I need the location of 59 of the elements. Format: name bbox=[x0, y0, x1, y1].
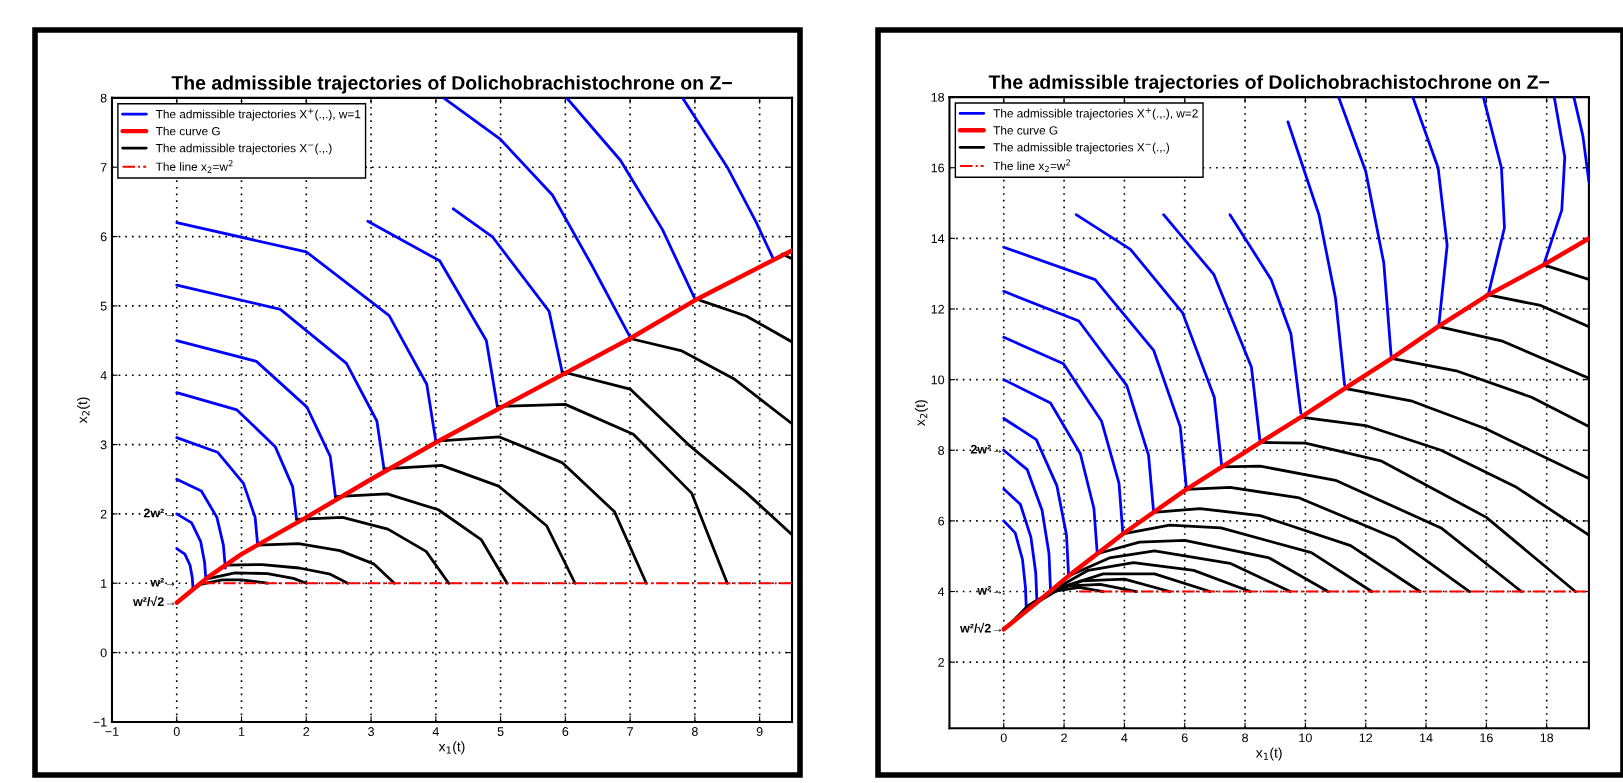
y-tick-label: 2 bbox=[938, 657, 944, 667]
x-tick-label: 4 bbox=[1121, 733, 1128, 743]
y-axis-title: x$_{2}$(t) bbox=[914, 400, 928, 426]
x-tick-label: 9 bbox=[756, 727, 763, 736]
legend-label: The curve G bbox=[155, 126, 220, 136]
y-tick-label: 0 bbox=[100, 648, 107, 658]
legend-label: The line x$_{2}$=w$^{2}$ bbox=[993, 159, 1070, 172]
annotation: 2w²→ bbox=[970, 444, 1002, 454]
legend-label: The admissible trajectories X$^{+}$(.,.), w=2 bbox=[993, 107, 1198, 120]
legend-label: The admissible trajectories X$^{−}$(.,.) bbox=[993, 142, 1170, 154]
x-tick-label: 8 bbox=[1242, 733, 1248, 743]
y-tick-label: 8 bbox=[938, 446, 945, 455]
y-tick-label: 4 bbox=[937, 587, 945, 597]
x-tick-label: 0 bbox=[1000, 733, 1007, 743]
y-axis-title: x$_{2}$(t) bbox=[77, 397, 90, 424]
y-tick-label: 16 bbox=[931, 163, 945, 173]
y-tick-label: −1 bbox=[93, 717, 107, 727]
x-tick-label: 8 bbox=[691, 727, 698, 736]
x-axis-title: x$_{1}$(t) bbox=[438, 741, 465, 755]
y-tick-label: 12 bbox=[931, 304, 944, 314]
x-tick-label: 4 bbox=[432, 727, 439, 736]
x-tick-label: 18 bbox=[1540, 733, 1554, 743]
x-tick-label: 6 bbox=[562, 727, 569, 736]
annotation: w²/√2→ bbox=[960, 622, 1002, 633]
legend-label: The line x$_{2}$=w$^{2}$ bbox=[155, 160, 233, 173]
x-tick-label: 14 bbox=[1420, 733, 1433, 743]
y-tick-label: 1 bbox=[101, 579, 107, 588]
x-tick-label: 16 bbox=[1480, 733, 1493, 743]
x-tick-label: 3 bbox=[368, 727, 374, 736]
x-tick-label: 0 bbox=[173, 727, 180, 736]
y-tick-label: 8 bbox=[100, 93, 107, 103]
x-tick-label: 7 bbox=[627, 727, 633, 736]
legend-label: The admissible trajectories X$^{+}$(.,.), w=1 bbox=[155, 108, 361, 121]
legend-label: The curve G bbox=[993, 125, 1058, 135]
x-tick-label: 2 bbox=[1061, 733, 1067, 743]
y-tick-label: 6 bbox=[100, 232, 107, 242]
y-tick-label: 2 bbox=[100, 509, 107, 519]
chart-title: The admissible trajectories of Dolichobrachistochrone on Z− bbox=[988, 74, 1550, 93]
y-tick-label: 3 bbox=[100, 440, 107, 450]
x-tick-label: 5 bbox=[497, 727, 504, 736]
y-tick-label: 10 bbox=[931, 375, 945, 385]
x-tick-label: 2 bbox=[303, 727, 310, 736]
y-tick-label: 4 bbox=[100, 371, 107, 380]
y-tick-label: 7 bbox=[100, 163, 107, 172]
chart-title: The admissible trajectories of Dolichobrachistochrone on Z− bbox=[171, 75, 732, 94]
annotation: w²→ bbox=[150, 577, 175, 587]
legend-label: The admissible trajectories X$^{−}$(.,.) bbox=[155, 143, 332, 155]
x-tick-label: 10 bbox=[1299, 733, 1312, 743]
annotation: w²→ bbox=[977, 586, 1002, 595]
y-tick-label: 14 bbox=[931, 234, 945, 243]
y-tick-label: 5 bbox=[100, 301, 107, 311]
y-tick-label: 18 bbox=[931, 92, 945, 102]
annotation: 2w²→ bbox=[143, 508, 175, 518]
x-tick-label: 1 bbox=[239, 727, 245, 736]
x-tick-label: 12 bbox=[1359, 733, 1373, 743]
y-tick-label: 6 bbox=[938, 516, 945, 526]
x-axis-title: x$_{1}$(t) bbox=[1255, 747, 1282, 761]
x-tick-label: 6 bbox=[1181, 733, 1188, 743]
annotation: w²/√2→ bbox=[133, 596, 175, 607]
